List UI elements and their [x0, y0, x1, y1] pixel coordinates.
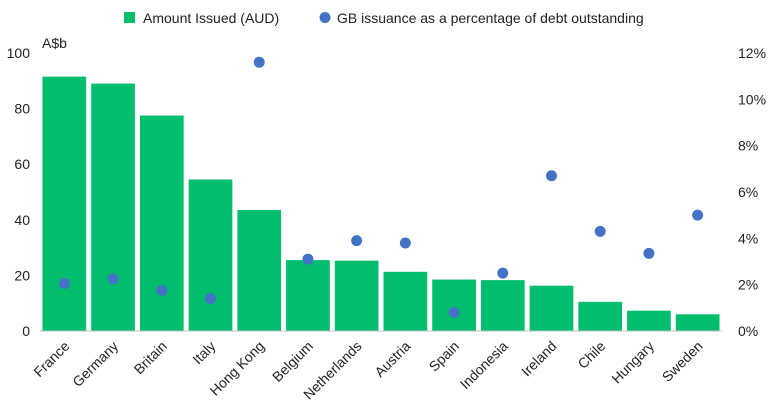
scatter-point — [107, 273, 119, 285]
bar — [529, 285, 574, 331]
right-tick-label: 12% — [738, 45, 766, 61]
scatter-point — [692, 209, 704, 221]
scatter-point — [302, 253, 314, 265]
bar — [383, 271, 428, 331]
category-label: Spain — [426, 338, 463, 375]
scatter-point — [253, 56, 265, 68]
legend-swatch-amount — [124, 12, 135, 23]
left-tick-label: 100 — [7, 45, 31, 61]
y-axis-label: A$b — [42, 35, 67, 51]
left-tick-label: 80 — [14, 101, 30, 117]
left-tick-label: 60 — [14, 156, 30, 172]
left-axis-ticks: 0 20 40 60 80 100 — [7, 45, 31, 339]
bar — [42, 76, 87, 331]
scatter-point — [546, 170, 557, 182]
scatter-point — [399, 237, 411, 249]
scatter-point — [351, 235, 363, 247]
legend-label-percentage: GB issuance as a percentage of debt outs… — [337, 10, 644, 26]
bars — [42, 76, 720, 331]
category-label: France — [30, 338, 72, 380]
points — [58, 56, 704, 318]
right-tick-label: 4% — [738, 230, 758, 246]
right-tick-label: 10% — [738, 91, 766, 107]
right-axis-ticks: 0% 2% 4% 6% 8% 10% 12% — [738, 45, 766, 339]
category-label: Austria — [371, 338, 413, 380]
category-label: Hungary — [608, 338, 657, 387]
category-label: Ireland — [518, 338, 560, 380]
bar — [286, 260, 330, 331]
bar — [480, 280, 525, 331]
scatter-point — [58, 278, 70, 290]
bar — [432, 279, 476, 331]
scatter-point — [497, 267, 509, 279]
bar — [675, 314, 720, 331]
bar — [237, 210, 282, 331]
scatter-point — [594, 225, 606, 237]
bar — [188, 179, 233, 331]
right-tick-label: 2% — [738, 277, 758, 293]
bar — [627, 310, 671, 331]
legend-marker-percentage — [319, 12, 331, 23]
scatter-point — [205, 293, 216, 305]
legend-label-amount: Amount Issued (AUD) — [143, 10, 279, 26]
bar — [334, 260, 379, 331]
category-label: Britain — [131, 338, 170, 377]
right-tick-label: 0% — [738, 323, 758, 339]
category-label: Belgium — [269, 338, 316, 385]
left-tick-label: 20 — [14, 267, 30, 283]
category-label: Germany — [69, 338, 121, 390]
scatter-point — [156, 284, 168, 296]
bar — [578, 301, 623, 331]
category-label: Italy — [189, 338, 218, 367]
legend: Amount Issued (AUD) GB issuance as a per… — [124, 10, 644, 26]
category-label: Chile — [574, 338, 608, 372]
scatter-point — [643, 247, 655, 259]
bar — [91, 83, 135, 331]
category-label: Sweden — [659, 338, 706, 385]
category-label: Indonesia — [457, 338, 511, 392]
left-tick-label: 0 — [22, 323, 30, 339]
right-tick-label: 8% — [738, 138, 758, 154]
right-tick-label: 6% — [738, 184, 758, 200]
left-tick-label: 40 — [14, 212, 30, 228]
bar — [139, 115, 184, 331]
scatter-point — [448, 306, 460, 318]
